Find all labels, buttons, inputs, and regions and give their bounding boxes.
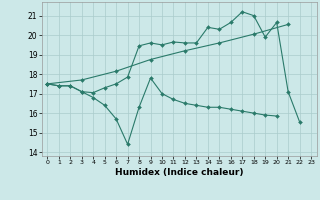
X-axis label: Humidex (Indice chaleur): Humidex (Indice chaleur) — [115, 168, 244, 177]
